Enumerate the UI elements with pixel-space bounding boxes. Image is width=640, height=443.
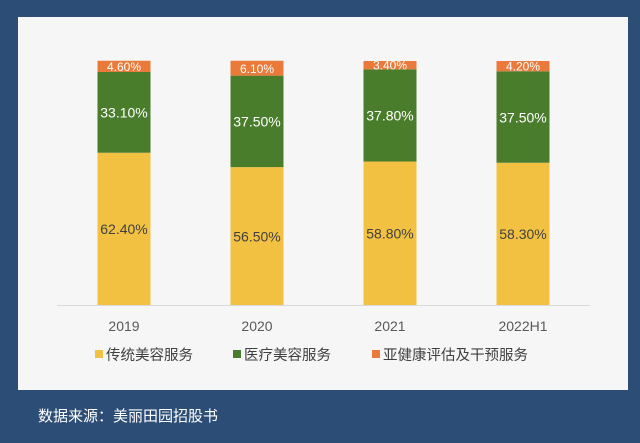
data-label: 33.10%	[100, 105, 147, 121]
bar-segment	[230, 60, 284, 76]
data-label: 58.80%	[366, 226, 413, 242]
x-tick-label: 2020	[241, 318, 272, 334]
bar-segment	[97, 60, 151, 72]
data-label: 4.60%	[107, 60, 141, 74]
legend-swatch	[233, 350, 241, 358]
data-label: 4.20%	[506, 60, 540, 74]
bar-segment	[363, 61, 417, 70]
legend-label: 医疗美容服务	[244, 347, 331, 364]
legend-label: 亚健康评估及干预服务	[383, 347, 528, 364]
bar-segment	[97, 152, 151, 305]
bar-segment	[496, 61, 550, 72]
data-label: 37.50%	[233, 114, 280, 130]
bar-segment	[230, 75, 284, 168]
source-note: 数据来源：美丽田园招股书	[38, 407, 219, 425]
bar-segment	[363, 69, 417, 162]
bar-segment	[97, 71, 151, 153]
x-tick-label: 2022H1	[498, 318, 547, 334]
legend-label: 传统美容服务	[106, 347, 193, 364]
bar-segment	[230, 167, 284, 305]
bar-segment	[496, 162, 550, 305]
legend-swatch	[95, 350, 103, 358]
data-label: 3.40%	[373, 59, 407, 73]
x-tick-label: 2019	[108, 318, 139, 334]
legend-swatch	[372, 350, 380, 358]
bar-segment	[496, 71, 550, 163]
data-label: 37.50%	[499, 109, 546, 125]
data-label: 6.10%	[240, 62, 274, 76]
data-label: 37.80%	[366, 108, 413, 124]
bar-segment	[363, 161, 417, 305]
x-tick-label: 2021	[374, 318, 405, 334]
data-label: 62.40%	[100, 221, 147, 237]
data-label: 56.50%	[233, 228, 280, 244]
data-label: 58.30%	[499, 226, 546, 242]
